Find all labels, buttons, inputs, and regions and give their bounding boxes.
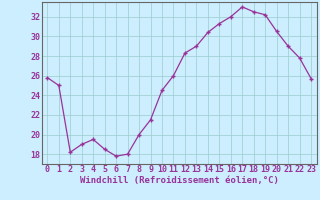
X-axis label: Windchill (Refroidissement éolien,°C): Windchill (Refroidissement éolien,°C) xyxy=(80,176,279,185)
